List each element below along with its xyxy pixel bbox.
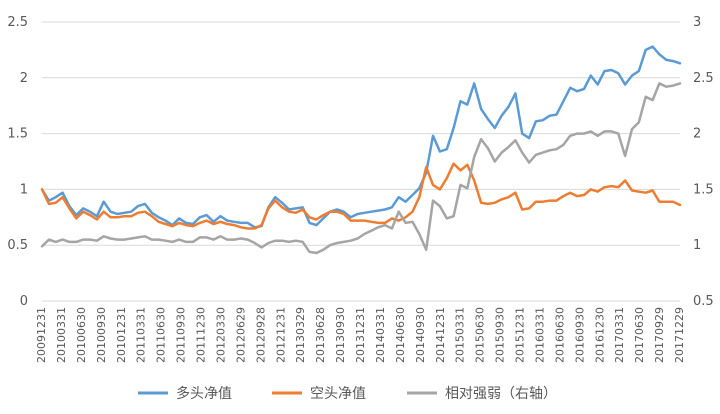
legend: 多头净值 空头净值 相对强弱（右轴） (138, 385, 557, 402)
series-line-3 (40, 82, 682, 255)
x-tick-label: 20100331 (55, 307, 68, 363)
legend-label-3: 相对强弱（右轴） (445, 386, 557, 402)
y-right-tick-label: 1.5 (693, 182, 714, 197)
x-tick-label: 20160630 (553, 307, 566, 363)
y-right-tick-label: 2.5 (693, 71, 714, 86)
x-tick-label: 20150930 (494, 307, 507, 363)
x-tick-label: 20170929 (653, 307, 666, 363)
legend-label-1: 多头净值 (176, 385, 232, 402)
y-left-tick-label: 2 (20, 71, 28, 86)
x-tick-label: 20140630 (394, 307, 407, 363)
y-right-tick-label: 1 (693, 238, 701, 253)
x-tick-label: 20091231 (35, 307, 48, 363)
x-tick-label: 20161230 (593, 307, 606, 363)
x-tick-label: 20120629 (234, 307, 247, 363)
x-tick-label: 20170630 (633, 307, 646, 363)
y-left-tick-label: 1.5 (7, 127, 28, 142)
x-tick-label: 20141231 (434, 307, 447, 363)
x-tick-label: 20160930 (573, 307, 586, 363)
x-tick-label: 20140930 (414, 307, 427, 363)
x-tick-label: 20170331 (613, 307, 626, 363)
x-tick-label: 20120330 (214, 307, 227, 363)
x-tick-label: 20130930 (334, 307, 347, 363)
x-tick-label: 20160331 (533, 307, 546, 363)
x-tick-label: 20121231 (274, 307, 287, 363)
x-tick-label: 20110331 (135, 307, 148, 363)
y-left-tick-label: 2.5 (7, 15, 28, 30)
x-tick-label: 20130329 (294, 307, 307, 363)
gridlines (42, 21, 680, 302)
legend-label-2: 空头净值 (310, 386, 366, 402)
x-tick-label: 20150630 (474, 307, 487, 363)
x-tick-label: 20100630 (75, 307, 88, 363)
x-tick-label: 20110930 (175, 307, 188, 363)
x-tick-label: 20150331 (454, 307, 467, 363)
x-tick-label: 20110630 (155, 307, 168, 363)
x-tick-label: 20111230 (195, 307, 208, 363)
y-right-tick-label: 2 (693, 127, 701, 142)
series-line-1 (40, 45, 682, 229)
series-line-2 (40, 162, 682, 230)
x-tick-label: 20140331 (374, 307, 387, 363)
series-lines (40, 45, 682, 255)
x-tick-label: 20101231 (115, 307, 128, 363)
y-right-tick-label: 0.5 (693, 294, 714, 309)
x-tick-label: 20120928 (254, 307, 267, 363)
x-tick-label: 20171229 (673, 307, 686, 363)
x-axis: 20091231 20100331 20100630 20100930 20101231… (35, 307, 686, 363)
x-tick-label: 20130628 (314, 307, 327, 363)
x-tick-label: 20100930 (95, 307, 108, 363)
x-tick-label: 20151231 (514, 307, 527, 363)
y-axis-left: 0 0.5 1 1.5 2 2.5 (7, 15, 28, 309)
y-right-tick-label: 3 (693, 15, 701, 30)
y-left-tick-label: 1 (20, 182, 28, 197)
y-left-tick-label: 0 (20, 294, 28, 309)
x-tick-label: 20131231 (354, 307, 367, 363)
y-left-tick-label: 0.5 (7, 238, 28, 253)
y-axis-right: 0.5 1 1.5 2 2.5 3 (693, 15, 714, 309)
